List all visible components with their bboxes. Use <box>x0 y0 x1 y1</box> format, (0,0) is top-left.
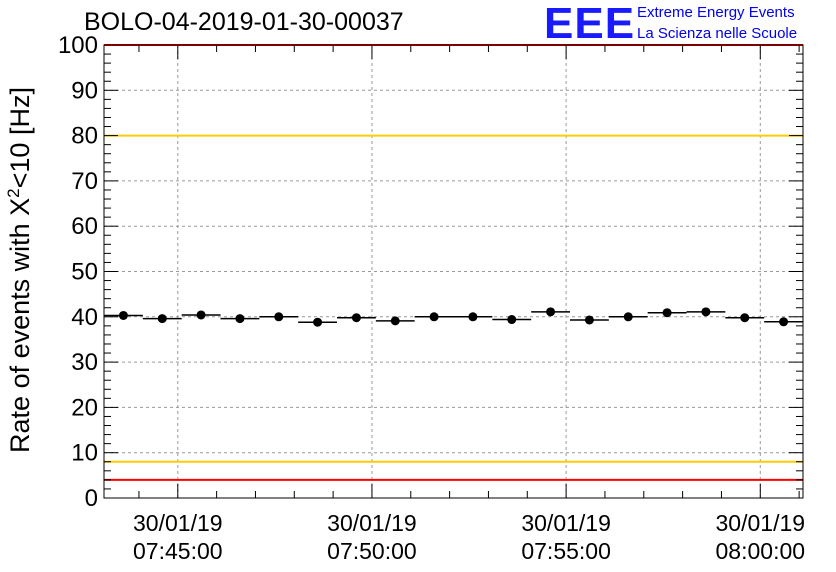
x-tick-time-label: 07:50:00 <box>327 538 417 564</box>
data-point <box>740 313 750 323</box>
data-point <box>584 315 594 325</box>
x-tick-date-label: 30/01/19 <box>716 510 806 536</box>
y-tick-label: 60 <box>71 213 98 240</box>
y-tick-label: 80 <box>71 123 98 150</box>
data-point <box>157 314 167 324</box>
x-tick-date-label: 30/01/19 <box>327 510 417 536</box>
logo-subtitle-2: La Scienza nelle Scuole <box>637 25 798 42</box>
data-point <box>468 312 478 322</box>
data-point <box>507 315 517 325</box>
y-tick-label: 10 <box>71 440 98 467</box>
y-tick-label: 50 <box>71 259 98 286</box>
data-point <box>546 307 556 317</box>
x-tick-time-label: 07:45:00 <box>133 538 223 564</box>
logo-subtitle-1: Extreme Energy Events <box>637 4 795 21</box>
x-tick-date-label: 30/01/19 <box>521 510 611 536</box>
data-point <box>196 310 206 320</box>
data-point <box>390 316 400 326</box>
data-point <box>274 312 284 322</box>
data-point <box>429 312 439 322</box>
y-tick-label: 20 <box>71 394 98 421</box>
x-tick-time-label: 07:55:00 <box>521 538 611 564</box>
data-point <box>701 307 711 317</box>
reference-lines <box>104 44 803 481</box>
data-point <box>235 314 245 324</box>
x-tick-date-label: 30/01/19 <box>133 510 223 536</box>
data-series <box>104 307 803 327</box>
y-tick-label: 40 <box>71 304 98 331</box>
grid-layer <box>104 45 803 498</box>
axes: 010203040506070809010030/01/1907:45:0030… <box>58 32 805 564</box>
y-tick-label: 100 <box>58 32 98 59</box>
run-title: BOLO-04-2019-01-30-00037 <box>84 8 404 36</box>
data-point <box>118 310 128 320</box>
y-tick-label: 0 <box>85 485 98 512</box>
data-point <box>351 313 361 323</box>
eee-logo: EEE <box>544 0 636 48</box>
data-point <box>662 308 672 318</box>
y-tick-label: 70 <box>71 168 98 195</box>
y-tick-label: 30 <box>71 349 98 376</box>
data-point <box>313 317 323 327</box>
data-point <box>779 317 789 327</box>
x-tick-time-label: 08:00:00 <box>716 538 806 564</box>
data-point <box>623 312 633 322</box>
y-tick-label: 90 <box>71 77 98 104</box>
plot-frame <box>103 44 804 499</box>
